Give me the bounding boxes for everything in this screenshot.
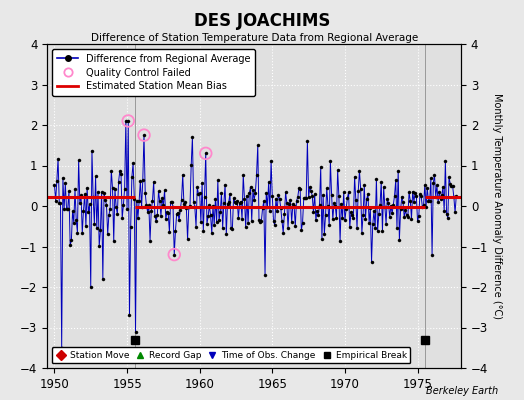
Text: Berkeley Earth: Berkeley Earth — [425, 386, 498, 396]
Y-axis label: Monthly Temperature Anomaly Difference (°C): Monthly Temperature Anomaly Difference (… — [492, 93, 502, 319]
Point — [202, 150, 210, 156]
Point — [170, 251, 179, 258]
Point — [124, 118, 133, 124]
Point — [140, 132, 148, 138]
Text: DES JOACHIMS: DES JOACHIMS — [194, 12, 330, 30]
Title: Difference of Station Temperature Data from Regional Average: Difference of Station Temperature Data f… — [91, 33, 418, 43]
Legend: Station Move, Record Gap, Time of Obs. Change, Empirical Break: Station Move, Record Gap, Time of Obs. C… — [52, 347, 410, 364]
